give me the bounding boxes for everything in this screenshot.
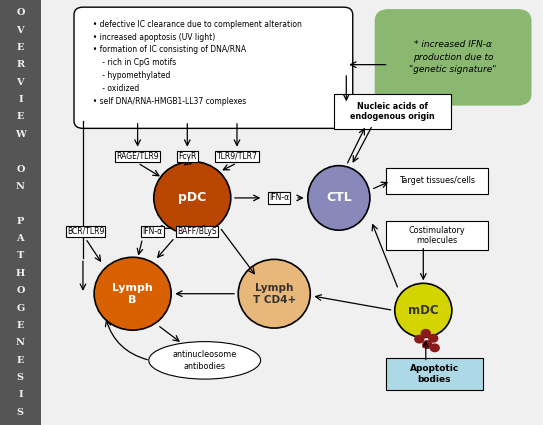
FancyBboxPatch shape xyxy=(0,0,41,425)
FancyBboxPatch shape xyxy=(334,94,451,129)
Text: BAFF/BLyS: BAFF/BLyS xyxy=(178,227,217,236)
Text: S: S xyxy=(17,408,24,417)
Ellipse shape xyxy=(149,342,261,379)
Text: H: H xyxy=(16,269,25,278)
Text: N: N xyxy=(16,182,25,191)
Text: Lymph
T CD4+: Lymph T CD4+ xyxy=(252,283,296,305)
Ellipse shape xyxy=(308,166,370,230)
Text: pDC: pDC xyxy=(178,191,206,204)
Text: Target tissues/cells: Target tissues/cells xyxy=(399,176,475,185)
Text: IFN-α: IFN-α xyxy=(269,193,289,202)
Text: G: G xyxy=(16,303,24,312)
Text: CTL: CTL xyxy=(326,191,352,204)
Text: E: E xyxy=(17,43,24,52)
Text: O: O xyxy=(16,8,24,17)
Text: antinucleosome
antibodies: antinucleosome antibodies xyxy=(173,350,237,371)
Text: T: T xyxy=(17,252,24,261)
Text: P: P xyxy=(17,217,24,226)
Text: Costimulatory
molecules: Costimulatory molecules xyxy=(409,226,465,245)
Text: FcγR: FcγR xyxy=(178,152,197,161)
Text: I: I xyxy=(18,391,23,399)
Circle shape xyxy=(423,341,432,348)
Text: TLR9/TLR7: TLR9/TLR7 xyxy=(217,152,257,161)
Ellipse shape xyxy=(94,257,171,330)
Circle shape xyxy=(421,329,430,337)
Text: N: N xyxy=(16,338,25,347)
Text: R: R xyxy=(16,60,24,69)
Text: E: E xyxy=(17,113,24,122)
Text: E: E xyxy=(17,321,24,330)
Text: Apoptotic
bodies: Apoptotic bodies xyxy=(410,364,459,384)
Text: V: V xyxy=(16,78,24,87)
Text: * increased IFN-α
production due to
"genetic signature": * increased IFN-α production due to "gen… xyxy=(409,40,497,74)
FancyBboxPatch shape xyxy=(74,7,353,128)
FancyBboxPatch shape xyxy=(386,168,488,194)
Text: A: A xyxy=(16,234,24,243)
Ellipse shape xyxy=(395,283,452,337)
Ellipse shape xyxy=(154,162,231,234)
Text: BCR/TLR9: BCR/TLR9 xyxy=(67,227,104,236)
FancyBboxPatch shape xyxy=(386,358,483,389)
FancyBboxPatch shape xyxy=(376,11,530,104)
Text: E: E xyxy=(17,356,24,365)
Text: O: O xyxy=(16,164,24,173)
Text: IFN-α: IFN-α xyxy=(142,227,162,236)
Text: Lymph
B: Lymph B xyxy=(112,283,153,305)
Text: mDC: mDC xyxy=(408,304,439,317)
Text: Nucleic acids of
endogenous origin: Nucleic acids of endogenous origin xyxy=(350,102,434,121)
Text: I: I xyxy=(18,95,23,104)
Text: S: S xyxy=(17,373,24,382)
Text: V: V xyxy=(16,26,24,34)
Text: • defective IC clearance due to complement alteration
  • increased apoptosis (U: • defective IC clearance due to compleme… xyxy=(88,20,302,106)
Text: W: W xyxy=(15,130,26,139)
Ellipse shape xyxy=(238,259,310,328)
FancyBboxPatch shape xyxy=(386,221,488,250)
Text: RAGE/TLR9: RAGE/TLR9 xyxy=(116,152,159,161)
Circle shape xyxy=(430,344,439,351)
Circle shape xyxy=(415,335,424,343)
Text: O: O xyxy=(16,286,24,295)
Circle shape xyxy=(429,334,438,342)
